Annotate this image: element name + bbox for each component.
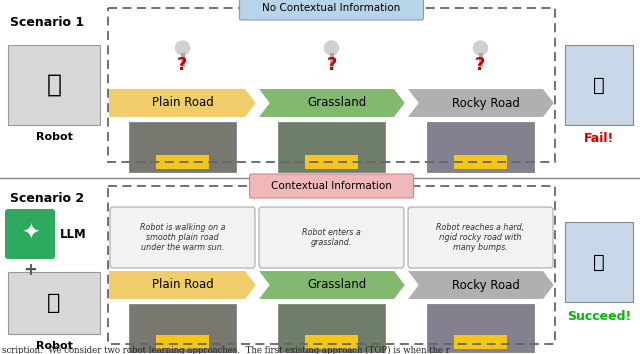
Text: Plain Road: Plain Road bbox=[152, 97, 213, 109]
Text: Rocky Road: Rocky Road bbox=[452, 97, 520, 109]
Polygon shape bbox=[406, 88, 555, 118]
Text: Grassland: Grassland bbox=[308, 279, 367, 291]
FancyBboxPatch shape bbox=[565, 45, 633, 125]
Circle shape bbox=[474, 41, 488, 55]
Text: Plain Road: Plain Road bbox=[152, 279, 213, 291]
Text: scription.  We consider two robot learning approaches.  The first existing appro: scription. We consider two robot learnin… bbox=[2, 346, 450, 354]
FancyBboxPatch shape bbox=[5, 209, 55, 259]
Polygon shape bbox=[108, 270, 257, 300]
FancyBboxPatch shape bbox=[259, 207, 404, 268]
Text: 🐕: 🐕 bbox=[593, 252, 605, 272]
FancyBboxPatch shape bbox=[129, 304, 236, 352]
Text: Robot is walking on a
smooth plain road
under the warm sun.: Robot is walking on a smooth plain road … bbox=[140, 223, 225, 252]
Text: ?: ? bbox=[326, 56, 337, 74]
FancyBboxPatch shape bbox=[408, 207, 553, 268]
FancyBboxPatch shape bbox=[129, 122, 236, 172]
Text: Robot reaches a hard,
rigid rocky road with
many bumps.: Robot reaches a hard, rigid rocky road w… bbox=[436, 223, 525, 252]
Text: Fail!: Fail! bbox=[584, 132, 614, 145]
Polygon shape bbox=[257, 88, 406, 118]
FancyBboxPatch shape bbox=[278, 122, 385, 172]
Polygon shape bbox=[257, 270, 406, 300]
Circle shape bbox=[324, 41, 339, 55]
Text: Succeed!: Succeed! bbox=[567, 309, 631, 322]
FancyBboxPatch shape bbox=[427, 304, 534, 352]
Text: Robot enters a
grassland.: Robot enters a grassland. bbox=[302, 228, 361, 247]
Text: +: + bbox=[23, 261, 37, 279]
Text: Rocky Road: Rocky Road bbox=[452, 279, 520, 291]
Circle shape bbox=[175, 41, 189, 55]
FancyBboxPatch shape bbox=[565, 222, 633, 302]
Text: Robot: Robot bbox=[36, 341, 72, 351]
FancyBboxPatch shape bbox=[454, 335, 508, 349]
FancyBboxPatch shape bbox=[156, 335, 209, 349]
Text: ✦: ✦ bbox=[20, 224, 39, 244]
FancyBboxPatch shape bbox=[250, 174, 413, 198]
Text: Robot: Robot bbox=[36, 132, 72, 142]
Text: Scenario 2: Scenario 2 bbox=[10, 192, 84, 205]
Text: ?: ? bbox=[476, 56, 486, 74]
Polygon shape bbox=[108, 88, 257, 118]
Text: LLM: LLM bbox=[60, 228, 87, 240]
FancyBboxPatch shape bbox=[8, 45, 100, 125]
Text: 🐕: 🐕 bbox=[47, 73, 61, 97]
FancyBboxPatch shape bbox=[454, 154, 508, 169]
Text: ?: ? bbox=[177, 56, 188, 74]
FancyBboxPatch shape bbox=[110, 207, 255, 268]
FancyBboxPatch shape bbox=[239, 0, 424, 20]
FancyBboxPatch shape bbox=[8, 272, 100, 334]
Text: No Contextual Information: No Contextual Information bbox=[262, 3, 401, 13]
Polygon shape bbox=[406, 270, 555, 300]
FancyBboxPatch shape bbox=[156, 154, 209, 169]
FancyBboxPatch shape bbox=[305, 335, 358, 349]
FancyBboxPatch shape bbox=[427, 122, 534, 172]
Text: Scenario 1: Scenario 1 bbox=[10, 16, 84, 29]
FancyBboxPatch shape bbox=[278, 304, 385, 352]
Text: 🐕: 🐕 bbox=[47, 293, 61, 313]
Text: Grassland: Grassland bbox=[308, 97, 367, 109]
Text: 🤖: 🤖 bbox=[593, 75, 605, 95]
FancyBboxPatch shape bbox=[305, 154, 358, 169]
Text: Contextual Information: Contextual Information bbox=[271, 181, 392, 191]
